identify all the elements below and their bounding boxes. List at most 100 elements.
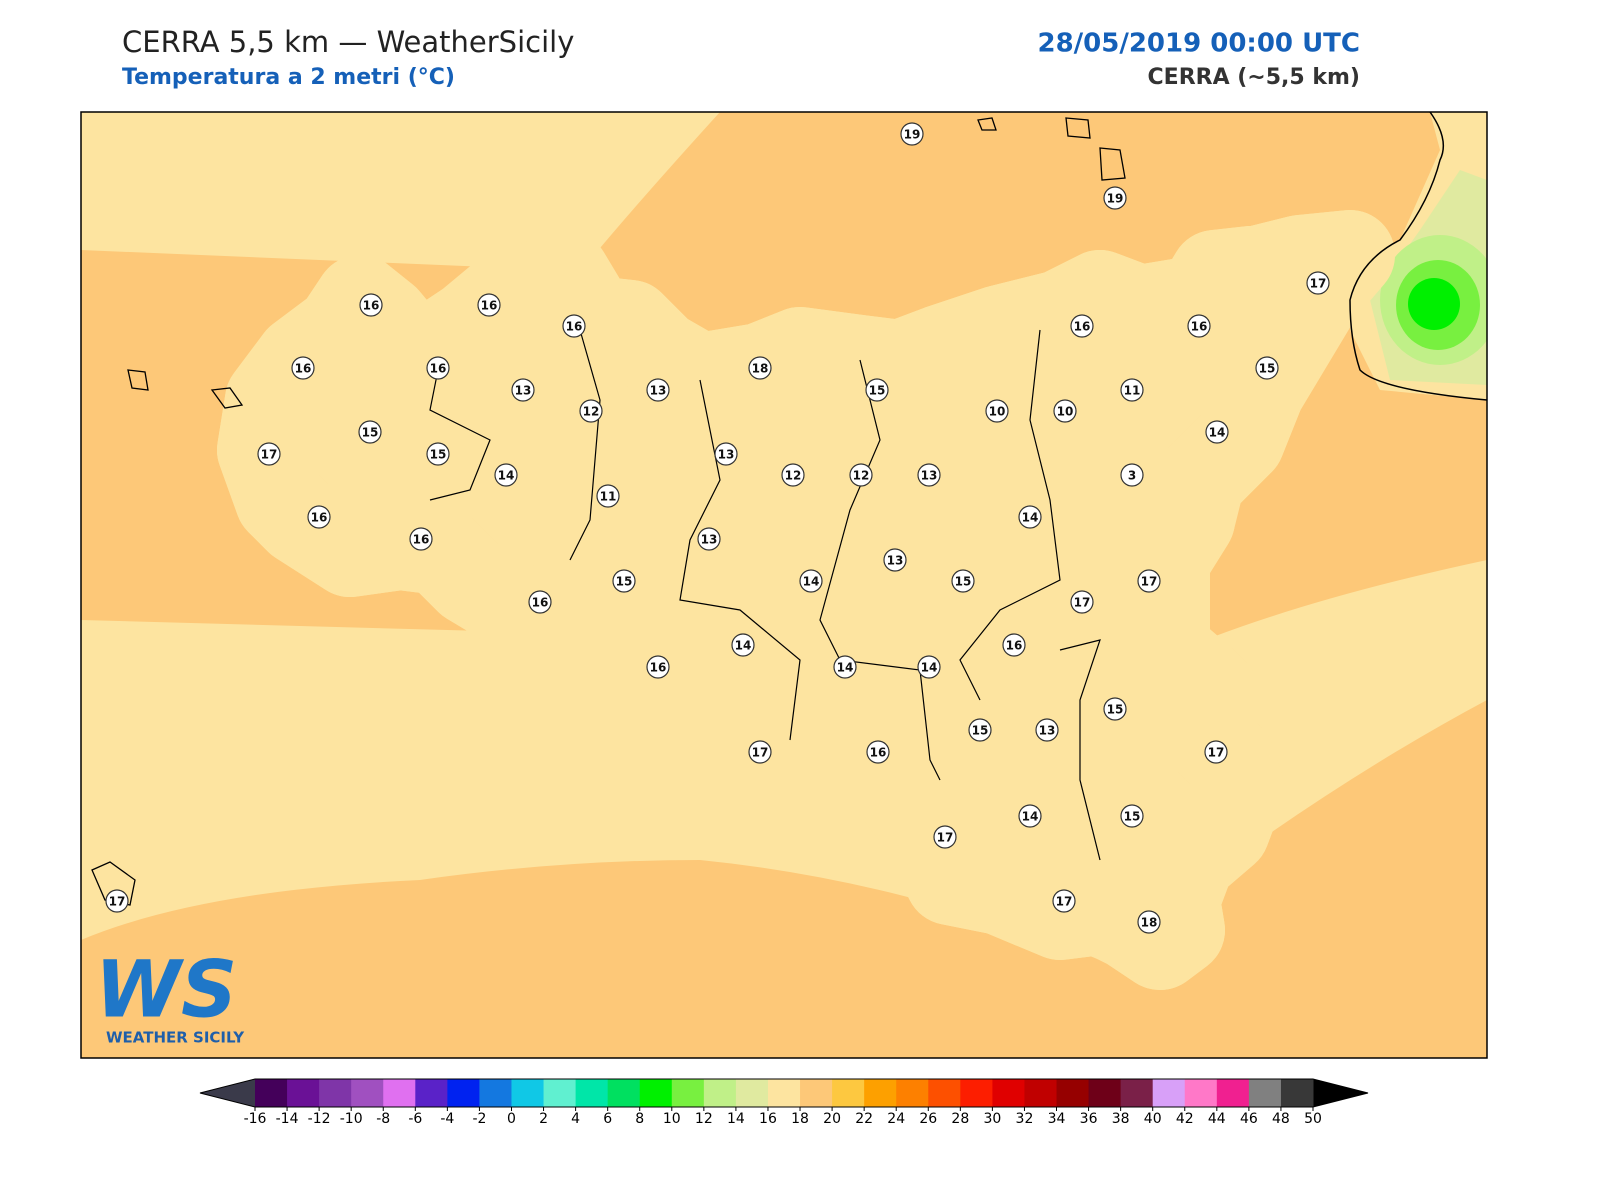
colorbar-bin — [767, 1079, 801, 1107]
station-value: 17 — [1141, 575, 1158, 589]
station-marker — [917, 655, 941, 679]
colorbar-tick-label: 6 — [603, 1111, 612, 1127]
station-marker — [105, 889, 129, 913]
colorbar-tick-label: 32 — [1016, 1111, 1034, 1127]
station-marker — [1120, 463, 1144, 487]
station-marker — [528, 590, 552, 614]
model-label: CERRA (~5,5 km) — [1148, 65, 1360, 90]
colorbar-tick-label: 34 — [1048, 1111, 1066, 1127]
colorbar-bin — [928, 1079, 961, 1107]
province-border — [429, 329, 1101, 861]
colorbar-bin — [735, 1079, 769, 1107]
colorbar-tick-label: -16 — [244, 1111, 267, 1127]
colorbar-bin — [1280, 1079, 1314, 1107]
station-marker — [1255, 356, 1279, 380]
station-value: 16 — [1191, 320, 1208, 334]
station-value: 17 — [261, 448, 278, 462]
station-marker — [933, 825, 957, 849]
station-value: 14 — [1022, 810, 1039, 824]
station-marker — [1070, 590, 1094, 614]
colorbar-tick-label: 24 — [887, 1111, 905, 1127]
colorbar-tick-label: -4 — [440, 1111, 454, 1127]
colorbar-tick-label: 18 — [791, 1111, 809, 1127]
station-value: 12 — [853, 469, 870, 483]
colorbar-bin — [543, 1079, 577, 1107]
station-marker — [612, 569, 636, 593]
island — [91, 117, 1126, 906]
station-marker — [291, 356, 315, 380]
colorbar-bin — [1088, 1079, 1122, 1107]
colorbar-bin — [511, 1079, 545, 1107]
station-marker — [426, 356, 450, 380]
station-value: 11 — [1124, 384, 1141, 398]
colorbar-tick-label: 12 — [695, 1111, 713, 1127]
station-value: 16 — [311, 511, 328, 525]
station-marker — [748, 740, 772, 764]
station-value: 14 — [921, 661, 938, 675]
station-marker — [1205, 420, 1229, 444]
station-value: 17 — [1056, 895, 1073, 909]
subtitle: Temperatura a 2 metri (°C) — [122, 65, 455, 90]
station-marker — [900, 122, 924, 146]
colorbar-tick-label: 26 — [919, 1111, 937, 1127]
station-value: 14 — [1209, 426, 1226, 440]
colorbar-bin — [1024, 1079, 1058, 1107]
station-marker — [494, 463, 518, 487]
logo-mark: WS — [95, 945, 237, 1035]
station-marker — [477, 293, 501, 317]
map-frame — [80, 111, 1488, 1059]
colorbar-tick-label: 16 — [759, 1111, 777, 1127]
colorbar-bin — [383, 1079, 416, 1107]
colorbar-tick-label: 22 — [855, 1111, 873, 1127]
station-value: 16 — [363, 299, 380, 313]
colorbar-tick-label: 40 — [1144, 1111, 1162, 1127]
station-value: 19 — [904, 128, 921, 142]
colorbar-tick-label: 42 — [1176, 1111, 1194, 1127]
station-marker — [1053, 399, 1077, 423]
colorbar-tick-label: 4 — [571, 1111, 580, 1127]
station-value: 13 — [921, 469, 938, 483]
colorbar-over — [1313, 1079, 1368, 1107]
station-marker — [1306, 271, 1330, 295]
station-value: 10 — [1057, 405, 1074, 419]
map: 19 19 16 16 16 17 16 16 13 13 18 15 16 16 15 11 10 10 12 15… — [81, 112, 1487, 1058]
station-value: 13 — [650, 384, 667, 398]
station-marker — [1187, 314, 1211, 338]
station-marker — [1052, 889, 1076, 913]
station-value: 14 — [803, 575, 820, 589]
station-marker — [1035, 718, 1059, 742]
colorbar-tick-label: 28 — [951, 1111, 969, 1127]
coastline — [1349, 112, 1487, 401]
station-marker — [1018, 505, 1042, 529]
station-value: 11 — [600, 490, 617, 504]
station-value: 16 — [1074, 320, 1091, 334]
station-marker — [1018, 804, 1042, 828]
station-marker — [1070, 314, 1094, 338]
colorbar-bin — [575, 1079, 609, 1107]
station-marker — [646, 655, 670, 679]
colorbar-bin — [639, 1079, 673, 1107]
colorbar-tick-label: -6 — [408, 1111, 422, 1127]
colorbar-bin — [1248, 1079, 1282, 1107]
logo-text: WEATHER SICILY — [106, 1029, 245, 1047]
station-value: 16 — [295, 362, 312, 376]
colorbar-tick-label: -12 — [308, 1111, 331, 1127]
station-value: 17 — [1074, 596, 1091, 610]
station-value: 18 — [1141, 916, 1158, 930]
station-value: 17 — [1310, 277, 1327, 291]
station-value: 17 — [752, 746, 769, 760]
colorbar-tick-label: 38 — [1112, 1111, 1130, 1127]
station-marker — [968, 718, 992, 742]
station-value: 3 — [1128, 469, 1136, 483]
colorbar-bin — [287, 1079, 320, 1107]
station-marker — [1204, 740, 1228, 764]
title: CERRA 5,5 km — WeatherSicily — [122, 25, 574, 59]
colorbar-tick-label: 8 — [635, 1111, 644, 1127]
colorbar-bin — [255, 1079, 288, 1107]
station-value: 16 — [413, 533, 430, 547]
station-value: 14 — [1022, 511, 1039, 525]
station-marker — [307, 505, 331, 529]
station-value: 12 — [583, 405, 600, 419]
station-marker — [579, 399, 603, 423]
